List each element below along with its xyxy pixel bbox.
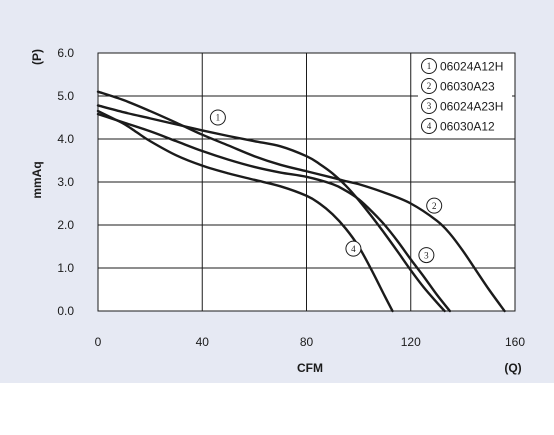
curve-marker-label-2: 2 bbox=[432, 201, 437, 211]
legend: 1 06024A12H 2 06030A23 3 06024A23H 4 06030A12 bbox=[418, 56, 512, 136]
curve-marker-3 bbox=[418, 247, 435, 264]
legend-marker-label: 4 bbox=[427, 121, 432, 131]
curve-marker-label-4: 4 bbox=[351, 244, 356, 254]
legend-marker-label: 3 bbox=[427, 101, 432, 111]
y-tick-label: 6.0 bbox=[57, 46, 74, 60]
x-tick-label: 160 bbox=[505, 335, 525, 349]
y-unit: (P) bbox=[30, 49, 44, 65]
x-tick-label: 40 bbox=[196, 335, 210, 349]
legend-item-label: 06030A12 bbox=[440, 120, 495, 134]
x-unit: (Q) bbox=[504, 361, 521, 375]
legend-item-label: 06024A23H bbox=[440, 100, 503, 114]
curve-marker-label-3: 3 bbox=[424, 250, 429, 260]
legend-marker-3 bbox=[421, 98, 437, 114]
y-tick-label: 3.0 bbox=[57, 175, 74, 189]
y-tick-label: 4.0 bbox=[57, 132, 74, 146]
curve-marker-2 bbox=[426, 197, 443, 214]
curve-markers: 1 2 3 4 bbox=[209, 109, 443, 264]
legend-marker-2 bbox=[421, 78, 437, 94]
y-tick-label: 2.0 bbox=[57, 218, 74, 232]
curve-marker-label-1: 1 bbox=[216, 113, 221, 123]
y-tick-label: 1.0 bbox=[57, 261, 74, 275]
x-tick-labels: 0 40 80 120 160 bbox=[95, 335, 526, 349]
y-tick-labels: 0.0 1.0 2.0 3.0 4.0 5.0 6.0 bbox=[57, 46, 74, 318]
x-tick-label: 120 bbox=[401, 335, 421, 349]
legend-marker-1 bbox=[421, 58, 437, 74]
x-axis-title: CFM bbox=[297, 361, 323, 375]
series-line-2 bbox=[96, 90, 506, 313]
legend-item-label: 06030A23 bbox=[440, 80, 495, 94]
legend-marker-4 bbox=[421, 118, 437, 134]
curve-marker-4 bbox=[345, 240, 362, 257]
y-tick-label: 0.0 bbox=[57, 304, 74, 318]
curve-marker-1 bbox=[209, 109, 226, 126]
legend-marker-label: 1 bbox=[427, 61, 432, 71]
legend-marker-label: 2 bbox=[427, 81, 432, 91]
legend-item-label: 06024A12H bbox=[440, 60, 503, 74]
series-line-3 bbox=[96, 112, 452, 313]
curves bbox=[96, 90, 506, 313]
x-tick-label: 0 bbox=[95, 335, 102, 349]
y-axis-title: mmAq bbox=[30, 161, 44, 198]
y-tick-label: 5.0 bbox=[57, 89, 74, 103]
x-tick-label: 80 bbox=[300, 335, 314, 349]
